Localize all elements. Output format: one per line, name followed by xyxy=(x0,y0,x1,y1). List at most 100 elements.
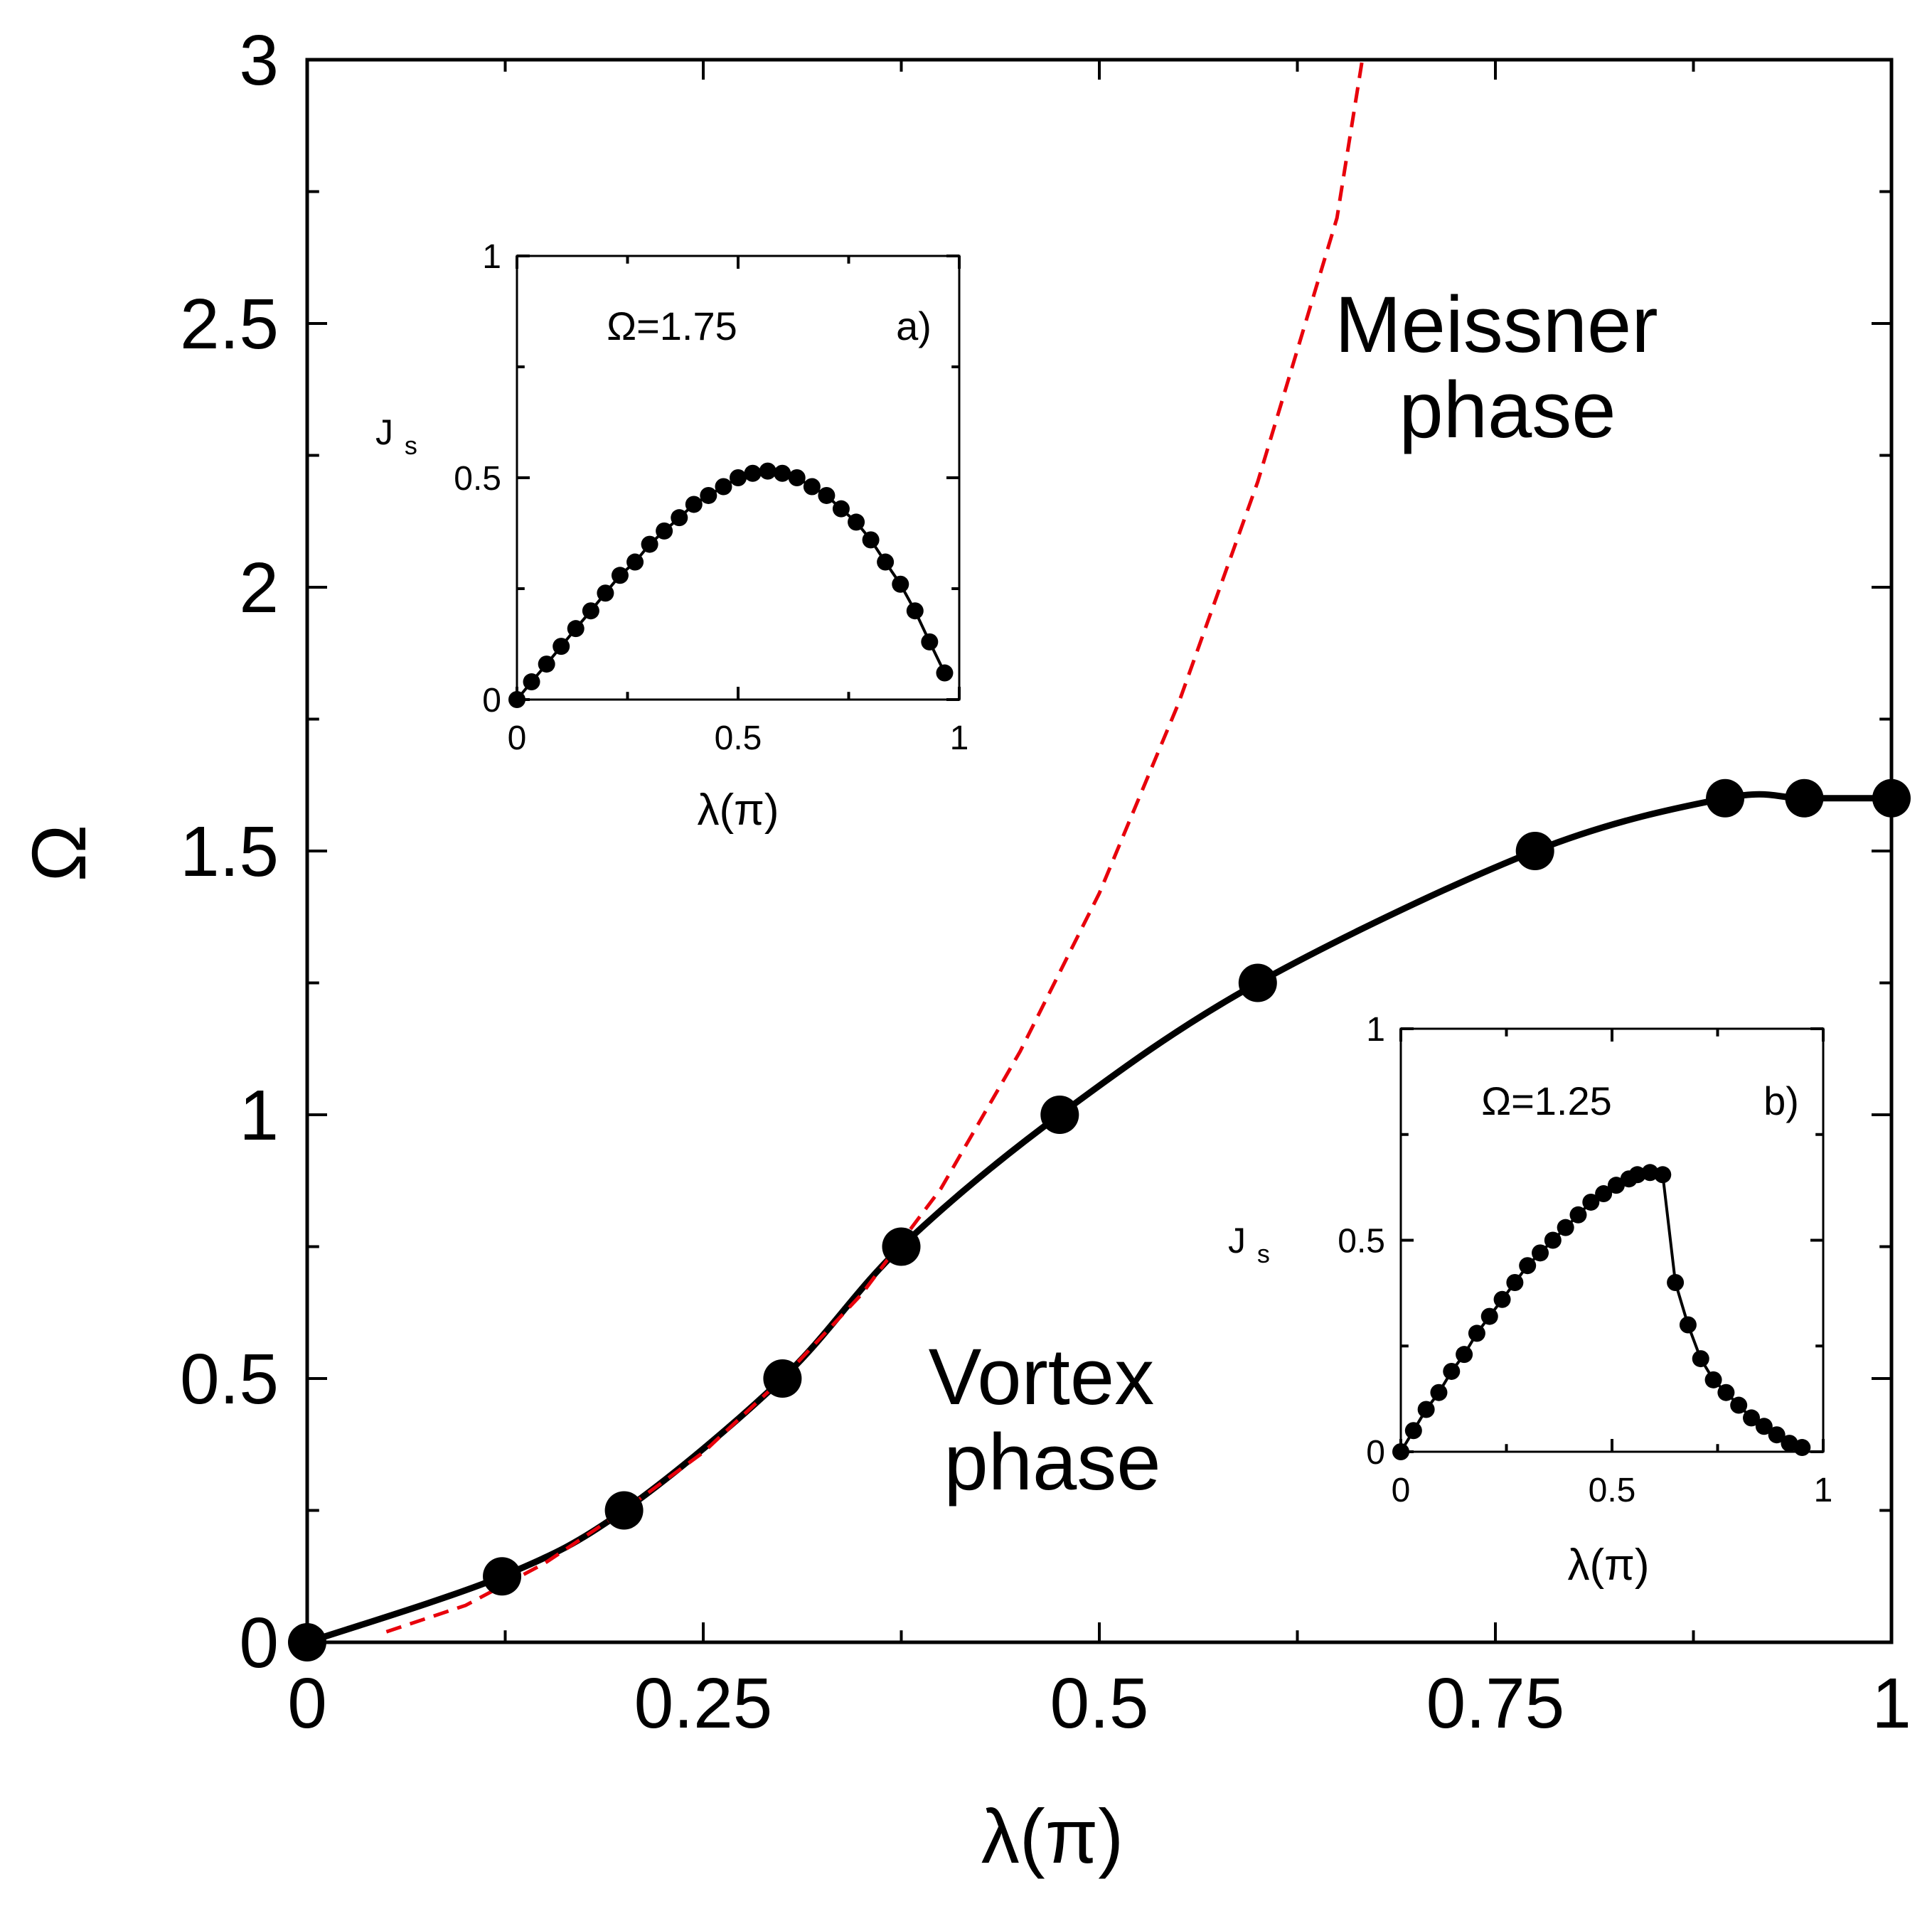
inset-a-data-point xyxy=(730,469,747,486)
boundary-data-point xyxy=(1872,778,1911,818)
inset-b-data-point xyxy=(1607,1177,1625,1194)
inset-b-panel-label: b) xyxy=(1763,1079,1799,1123)
main-ticks: 0 0.25 0.5 0.75 1 0 0.5 1 1.5 2 2.5 3 xyxy=(180,21,1911,1743)
inset-b-data-point xyxy=(1582,1193,1600,1211)
inset-b-data-point xyxy=(1480,1307,1498,1325)
main-x-tick-label: 0 xyxy=(287,1664,327,1743)
inset-a-data-point xyxy=(582,602,599,620)
inset-b-data-point xyxy=(1692,1350,1709,1368)
inset-b-data-point xyxy=(1628,1166,1646,1184)
inset-b-data-point xyxy=(1679,1316,1697,1334)
boundary-data-point xyxy=(483,1557,522,1596)
inset-a-y-tick-label: 0 xyxy=(482,682,501,719)
inset-b-data-point xyxy=(1456,1346,1473,1364)
inset-a-y-tick-label: 0.5 xyxy=(454,460,501,498)
inset-a-y-label-sub: s xyxy=(405,431,417,460)
inset-a-data-point xyxy=(848,513,865,531)
inset-b-data-point xyxy=(1532,1244,1549,1262)
inset-a-data-point xyxy=(611,567,629,584)
inset-a-title: Ω=1.75 xyxy=(607,304,737,348)
inset-a: 0 0.5 1 0 0.5 1 Ω=1.75 a) λ(π) J s xyxy=(375,238,968,835)
meissner-label: Meissner phase xyxy=(1335,280,1680,454)
main-y-tick-label: 2.5 xyxy=(180,284,279,364)
vortex-label-line1: Vortex xyxy=(929,1332,1155,1421)
meissner-label-line2: phase xyxy=(1399,365,1616,454)
inset-a-y-axis-label: J s xyxy=(375,412,417,460)
inset-b-data-point xyxy=(1430,1384,1448,1401)
inset-a-x-tick-label: 0 xyxy=(508,719,527,757)
vortex-label: Vortex phase xyxy=(929,1332,1177,1506)
inset-b-series xyxy=(1392,1164,1811,1460)
inset-a-data-point xyxy=(759,462,776,480)
inset-a-data-point xyxy=(567,620,585,638)
inset-a-data-point xyxy=(671,509,688,527)
inset-b-x-tick-label: 0 xyxy=(1392,1472,1411,1509)
inset-b-y-tick-label: 1 xyxy=(1366,1011,1385,1049)
boundary-data-point xyxy=(1040,1096,1079,1134)
inset-a-data-point xyxy=(936,664,954,682)
inset-a-x-tick-label: 0.5 xyxy=(715,719,762,757)
inset-a-series xyxy=(508,462,954,708)
main-y-tick-label: 1 xyxy=(239,1076,279,1155)
inset-b-data-point xyxy=(1544,1231,1562,1249)
main-series xyxy=(288,59,1911,1661)
inset-a-data-point xyxy=(700,486,717,504)
inset-b-data-point xyxy=(1768,1426,1786,1444)
boundary-data-point xyxy=(1238,963,1277,1002)
inset-b-x-tick-label: 1 xyxy=(1814,1472,1833,1509)
inset-a-x-axis-label: λ(π) xyxy=(697,786,779,835)
inset-b-data-point xyxy=(1704,1371,1722,1388)
inset-a-data-point xyxy=(788,469,806,486)
inset-b-data-point xyxy=(1443,1362,1461,1380)
inset-a-data-point xyxy=(626,553,644,571)
inset-a-ticks: 0 0.5 1 0 0.5 1 xyxy=(454,238,968,757)
inset-b-data-point xyxy=(1493,1290,1511,1308)
inset-a-data-point xyxy=(803,478,821,496)
boundary-data-point xyxy=(1706,778,1745,818)
inset-b-data-point xyxy=(1569,1206,1587,1224)
inset-b-y-tick-label: 0.5 xyxy=(1338,1222,1385,1260)
main-y-tick-label: 3 xyxy=(239,21,279,100)
inset-a-y-tick-label: 1 xyxy=(482,238,501,276)
inset-b-data-point xyxy=(1519,1257,1537,1275)
inset-a-data-point xyxy=(892,575,909,593)
inset-a-data-point xyxy=(921,633,939,651)
inset-b: 0 0.5 1 0 0.5 1 Ω=1.25 b) λ(π) J s xyxy=(1228,1011,1832,1590)
inset-a-data-point xyxy=(685,496,703,513)
inset-b-data-point xyxy=(1468,1324,1485,1342)
inset-a-data-point xyxy=(715,478,732,496)
main-x-tick-label: 0.75 xyxy=(1426,1664,1565,1743)
inset-b-data-point xyxy=(1506,1274,1524,1291)
inset-b-data-point xyxy=(1793,1439,1811,1457)
main-y-tick-label: 1.5 xyxy=(180,812,279,892)
inset-a-x-tick-label: 1 xyxy=(950,719,969,757)
boundary-data-point xyxy=(1515,832,1554,870)
inset-b-data-point xyxy=(1755,1418,1773,1435)
inset-b-title: Ω=1.25 xyxy=(1481,1079,1612,1123)
inset-b-data-point xyxy=(1595,1185,1613,1203)
inset-b-y-label-sub: s xyxy=(1257,1239,1270,1268)
inset-b-ticks: 0 0.5 1 0 0.5 1 xyxy=(1338,1011,1832,1509)
inset-a-data-point xyxy=(553,638,570,655)
inset-a-data-point xyxy=(656,522,673,540)
inset-b-frame xyxy=(1399,1027,1825,1453)
inset-b-data-point xyxy=(1404,1422,1422,1440)
inset-b-y-tick-label: 0 xyxy=(1366,1434,1385,1472)
boundary-data-point xyxy=(288,1623,326,1661)
inset-b-data-point xyxy=(1717,1384,1735,1401)
inset-b-data-point xyxy=(1417,1401,1435,1418)
inset-a-data-point xyxy=(641,535,658,553)
inset-a-data-point xyxy=(744,464,762,482)
inset-a-data-point xyxy=(523,673,540,691)
vortex-label-line2: phase xyxy=(944,1418,1160,1506)
inset-a-y-label-main: J xyxy=(375,412,393,452)
inset-a-data-point xyxy=(906,602,924,620)
inset-a-data-point xyxy=(862,531,880,549)
boundary-data-point xyxy=(882,1227,921,1266)
inset-b-data-point xyxy=(1743,1409,1761,1427)
inset-b-data-point xyxy=(1654,1166,1672,1184)
inset-a-data-point xyxy=(832,500,850,518)
inset-b-x-axis-label: λ(π) xyxy=(1567,1541,1649,1590)
inset-b-y-axis-label: J s xyxy=(1228,1221,1270,1268)
